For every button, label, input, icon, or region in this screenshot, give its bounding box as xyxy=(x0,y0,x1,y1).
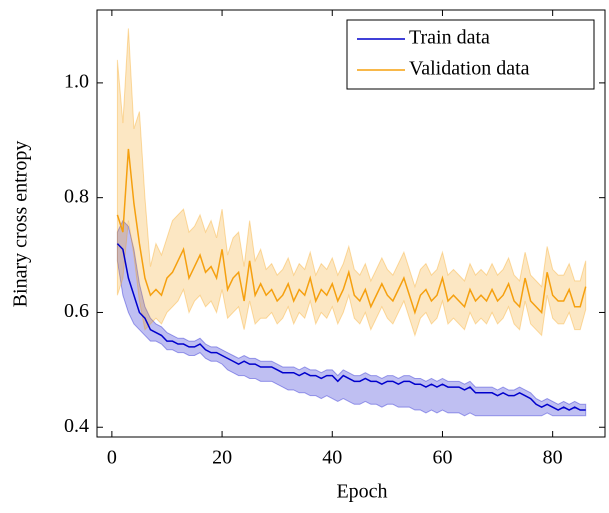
plot-frame xyxy=(96,9,606,438)
legend-box xyxy=(346,19,595,90)
x-tick-label: 40 xyxy=(322,447,342,469)
x-axis-label: Epoch xyxy=(336,481,387,503)
x-tick-label: 80 xyxy=(543,447,563,469)
confidence-band xyxy=(116,28,587,338)
x-tick-label: 0 xyxy=(107,447,117,469)
series-line xyxy=(116,148,587,315)
y-tick-label: 1.0 xyxy=(64,70,89,92)
y-tick-label: 0.4 xyxy=(64,415,89,437)
y-tick-label: 0.8 xyxy=(64,185,89,207)
y-tick-label: 0.6 xyxy=(64,300,89,322)
confidence-band xyxy=(116,219,587,417)
series-line xyxy=(116,243,586,411)
legend-label: Validation data xyxy=(409,58,530,80)
y-axis-label: Binary cross entropy xyxy=(10,141,32,308)
legend-label: Train data xyxy=(409,27,490,49)
x-tick-label: 60 xyxy=(432,447,452,469)
x-tick-label: 20 xyxy=(212,447,232,469)
